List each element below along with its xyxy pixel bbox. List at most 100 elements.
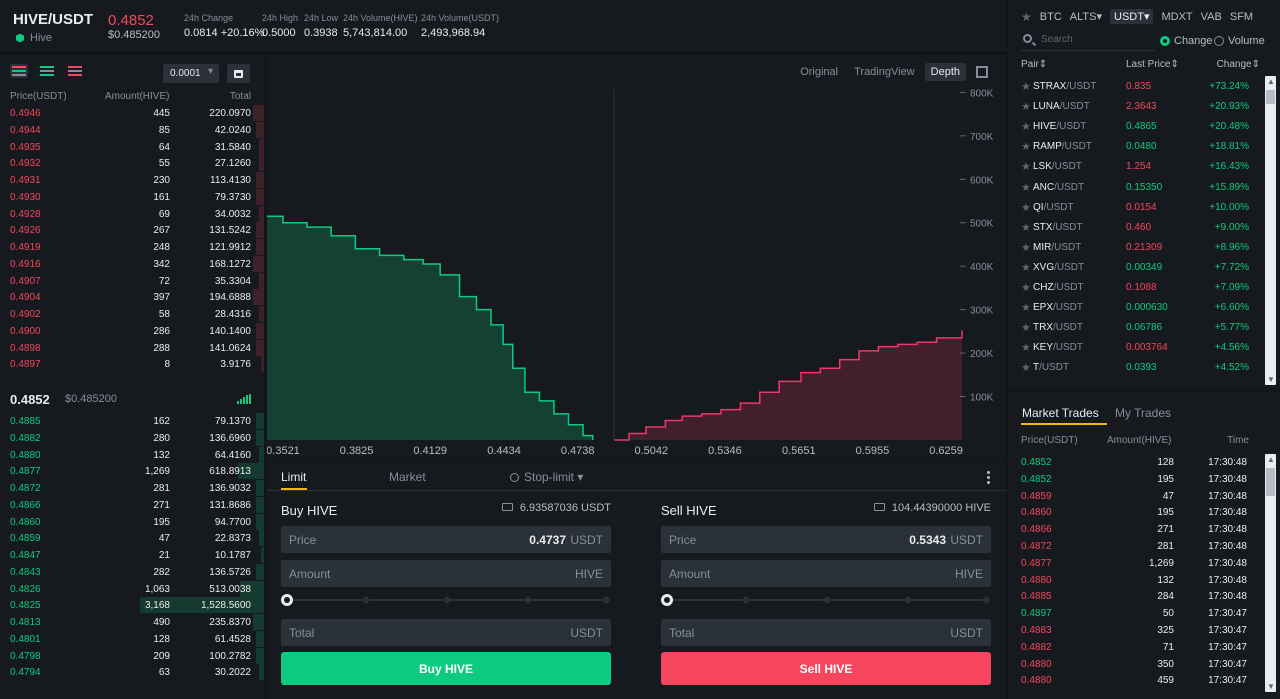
- header-change[interactable]: Change⇕: [1216, 59, 1260, 70]
- pair-row[interactable]: ★ STRAX/USDT 0.835 +73.24%: [1008, 77, 1262, 97]
- asset-link[interactable]: Hive: [16, 32, 52, 44]
- sort-volume-radio[interactable]: Volume: [1214, 35, 1265, 47]
- sell-price-field[interactable]: Price 0.5343 USDT: [661, 526, 991, 553]
- star-icon[interactable]: ★: [1021, 362, 1031, 375]
- orderbook-asks-view-icon[interactable]: [66, 64, 84, 78]
- star-icon[interactable]: ★: [1021, 101, 1031, 114]
- bid-row[interactable]: 0.4825 3,168 1,528.5600: [0, 597, 264, 614]
- ask-row[interactable]: 0.4904 397 194.6888: [0, 289, 264, 306]
- star-icon[interactable]: ★: [1021, 302, 1031, 315]
- sell-price-value[interactable]: 0.5343: [909, 533, 946, 547]
- precision-select[interactable]: 0.0001: [163, 64, 219, 83]
- buy-percent-slider[interactable]: [281, 594, 611, 606]
- ask-row[interactable]: 0.4902 58 28.4316: [0, 306, 264, 323]
- pair-row[interactable]: ★ MIR/USDT 0.21309 +8.96%: [1008, 238, 1262, 258]
- sell-total-field[interactable]: Total USDT: [661, 619, 991, 646]
- bid-row[interactable]: 0.4794 63 30.2022: [0, 664, 264, 681]
- star-icon[interactable]: ★: [1021, 141, 1031, 154]
- sell-amount-field[interactable]: Amount HIVE: [661, 560, 991, 587]
- star-icon[interactable]: ★: [1021, 282, 1031, 294]
- bid-row[interactable]: 0.4798 209 100.2782: [0, 647, 264, 665]
- market-tab-alts[interactable]: ALTS▾: [1069, 11, 1102, 23]
- slider-handle[interactable]: [661, 594, 673, 606]
- bid-row[interactable]: 0.4860 195 94.7700: [0, 513, 264, 531]
- pair-row[interactable]: ★ LSK/USDT 1.254 +16.43%: [1008, 157, 1262, 177]
- header-last-price[interactable]: Last Price⇕: [1126, 59, 1179, 70]
- bid-row[interactable]: 0.4847 21 10.1787: [0, 547, 264, 564]
- buy-button[interactable]: Buy HIVE: [281, 652, 611, 685]
- buy-price-field[interactable]: Price 0.4737 USDT: [281, 526, 611, 553]
- pair-row[interactable]: ★ HIVE/USDT 0.4865 +20.48%: [1008, 117, 1262, 137]
- buy-price-value[interactable]: 0.4737: [529, 533, 566, 547]
- ask-row[interactable]: 0.4926 267 131.5242: [0, 222, 264, 239]
- ask-row[interactable]: 0.4944 85 42.0240: [0, 121, 264, 139]
- tab-depth[interactable]: Depth: [924, 63, 966, 81]
- pair-row[interactable]: ★ ANC/USDT 0.15350 +15.89%: [1008, 178, 1262, 198]
- ask-row[interactable]: 0.4928 69 34.0032: [0, 205, 264, 223]
- bid-row[interactable]: 0.4843 282 136.5726: [0, 563, 264, 581]
- bid-row[interactable]: 0.4826 1,063 513.0038: [0, 580, 264, 598]
- star-icon[interactable]: ★: [1021, 181, 1031, 194]
- orderbook-both-view-icon[interactable]: [10, 64, 28, 78]
- ask-row[interactable]: 0.4916 342 168.1272: [0, 255, 264, 273]
- sell-percent-slider[interactable]: [661, 594, 991, 606]
- tab-original[interactable]: Original: [800, 66, 839, 78]
- buy-amount-field[interactable]: Amount HIVE: [281, 560, 611, 587]
- bid-row[interactable]: 0.4880 132 64.4160: [0, 446, 264, 464]
- pair-row[interactable]: ★ LUNA/USDT 2.3643 +20.93%: [1008, 97, 1262, 117]
- ask-row[interactable]: 0.4919 248 121.9912: [0, 239, 264, 256]
- pair-row[interactable]: ★ STX/USDT 0.460 +9.00%: [1008, 218, 1262, 238]
- tab-market[interactable]: Market: [389, 470, 426, 484]
- bid-row[interactable]: 0.4866 271 131.8686: [0, 496, 264, 514]
- ask-row[interactable]: 0.4930 161 79.3730: [0, 188, 264, 206]
- bid-row[interactable]: 0.4801 128 61.4528: [0, 630, 264, 648]
- pair-row[interactable]: ★ RAMP/USDT 0.0480 +18.81%: [1008, 137, 1262, 157]
- market-tab-btc[interactable]: BTC: [1039, 10, 1062, 23]
- buy-total-field[interactable]: Total USDT: [281, 619, 611, 646]
- star-icon[interactable]: ★: [1021, 322, 1031, 335]
- market-tab-sfm[interactable]: SFM: [1229, 10, 1254, 23]
- tab-my-trades[interactable]: My Trades: [1115, 406, 1172, 420]
- bid-row[interactable]: 0.4813 490 235.8370: [0, 614, 264, 631]
- pair-row[interactable]: ★ EPX/USDT 0.000630 +6.60%: [1008, 298, 1262, 318]
- star-icon[interactable]: ★: [1021, 342, 1031, 355]
- tab-tradingview[interactable]: TradingView: [854, 66, 915, 78]
- star-icon[interactable]: ★: [1021, 121, 1031, 134]
- favorites-star-icon[interactable]: ★: [1021, 9, 1032, 24]
- star-icon[interactable]: ★: [1021, 221, 1031, 234]
- star-icon[interactable]: ★: [1021, 81, 1031, 93]
- orderbook-settings-button[interactable]: [227, 64, 250, 83]
- bid-row[interactable]: 0.4882 280 136.6960: [0, 429, 264, 447]
- sell-button[interactable]: Sell HIVE: [661, 652, 991, 685]
- slider-handle[interactable]: [281, 594, 293, 606]
- ask-row[interactable]: 0.4900 286 140.1400: [0, 322, 264, 340]
- fullscreen-icon[interactable]: [976, 66, 988, 78]
- tab-stop-limit[interactable]: Stop-limit ▾: [510, 470, 583, 484]
- sort-change-radio[interactable]: Change: [1160, 35, 1213, 47]
- bid-row[interactable]: 0.4859 47 22.8373: [0, 530, 264, 547]
- bid-row[interactable]: 0.4872 281 136.9032: [0, 480, 264, 497]
- ask-row[interactable]: 0.4907 72 35.3304: [0, 272, 264, 290]
- tab-limit[interactable]: Limit: [281, 470, 307, 484]
- star-icon[interactable]: ★: [1021, 161, 1031, 174]
- market-scrollbar[interactable]: ▲ ▼: [1265, 76, 1276, 385]
- market-tab-usdt[interactable]: USDT▾: [1110, 9, 1154, 24]
- header-pair[interactable]: Pair⇕: [1021, 59, 1048, 70]
- star-icon[interactable]: ★: [1021, 201, 1031, 214]
- pair-row[interactable]: ★ QI/USDT 0.0154 +10.00%: [1008, 198, 1262, 218]
- trades-scrollbar[interactable]: ▲ ▼: [1265, 454, 1276, 692]
- market-tab-vab[interactable]: VAB: [1200, 10, 1222, 23]
- orderbook-bids-view-icon[interactable]: [38, 64, 56, 78]
- more-options-icon[interactable]: [987, 471, 990, 486]
- ask-row[interactable]: 0.4946 445 220.0970: [0, 105, 264, 122]
- pair-row[interactable]: ★ CHZ/USDT 0.1088 +7.09%: [1008, 278, 1262, 298]
- pair-row[interactable]: ★ XVG/USDT 0.00349 +7.72%: [1008, 258, 1262, 278]
- ask-row[interactable]: 0.4898 288 141.0624: [0, 339, 264, 357]
- ask-row[interactable]: 0.4897 8 3.9176: [0, 356, 264, 373]
- ask-row[interactable]: 0.4931 230 113.4130: [0, 172, 264, 189]
- tab-market-trades[interactable]: Market Trades: [1022, 406, 1099, 420]
- star-icon[interactable]: ★: [1021, 241, 1031, 254]
- bid-row[interactable]: 0.4877 1,269 618.8913: [0, 463, 264, 480]
- ask-row[interactable]: 0.4935 64 31.5840: [0, 138, 264, 156]
- pair-row[interactable]: ★ KEY/USDT 0.003764 +4.56%: [1008, 338, 1262, 358]
